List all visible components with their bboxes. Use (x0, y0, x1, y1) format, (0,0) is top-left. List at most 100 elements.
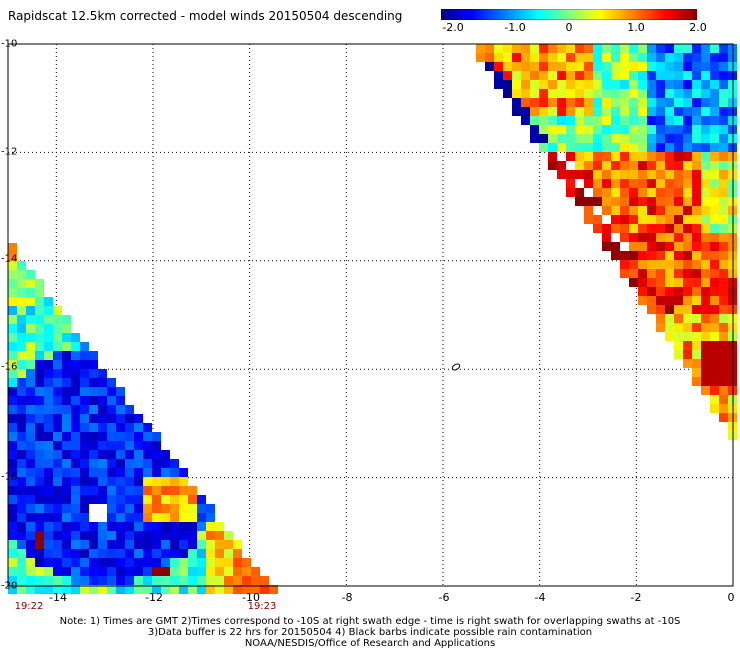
wind-cell (719, 134, 728, 143)
wind-cell (26, 477, 35, 486)
wind-cell (710, 134, 719, 143)
wind-cell (557, 71, 566, 80)
wind-cell (179, 477, 188, 486)
wind-cell (593, 134, 602, 143)
wind-cell (233, 585, 242, 594)
wind-cell (8, 522, 17, 531)
wind-cell (548, 53, 557, 62)
wind-cell (107, 441, 116, 450)
wind-cell (476, 53, 485, 62)
wind-cell (683, 188, 692, 197)
y-tick-label: -14 (1, 253, 18, 265)
wind-cell (575, 143, 584, 152)
wind-cell (161, 558, 170, 567)
wind-cell (161, 477, 170, 486)
wind-cell (71, 342, 80, 351)
wind-cell (584, 170, 593, 179)
wind-cell (89, 477, 98, 486)
wind-cell (611, 44, 620, 53)
wind-cell (98, 522, 107, 531)
wind-cell (188, 585, 197, 594)
wind-cell (620, 62, 629, 71)
wind-cell (557, 116, 566, 125)
wind-cell (161, 567, 170, 576)
wind-cell (107, 504, 116, 513)
wind-cell (692, 233, 701, 242)
wind-cell (17, 432, 26, 441)
wind-cell (224, 531, 233, 540)
wind-cell (170, 567, 179, 576)
wind-cell (53, 396, 62, 405)
wind-cell (89, 360, 98, 369)
wind-cell (710, 161, 719, 170)
wind-cell (701, 62, 710, 71)
wind-cell (674, 161, 683, 170)
wind-cell (665, 188, 674, 197)
wind-cell (26, 432, 35, 441)
wind-cell (620, 44, 629, 53)
wind-cell (89, 405, 98, 414)
wind-cell (215, 576, 224, 585)
wind-cell (17, 441, 26, 450)
wind-cell (683, 62, 692, 71)
wind-cell (53, 468, 62, 477)
wind-cell (629, 125, 638, 134)
wind-cell (719, 368, 728, 377)
wind-cell (683, 350, 692, 359)
wind-cell (683, 107, 692, 116)
wind-cell (62, 522, 71, 531)
wind-cell (602, 116, 611, 125)
wind-cell (611, 242, 620, 251)
wind-cell (116, 414, 125, 423)
wind-cell (656, 80, 665, 89)
plot-frame (7, 43, 734, 587)
wind-cell (629, 134, 638, 143)
wind-cell (692, 134, 701, 143)
wind-cell (53, 558, 62, 567)
wind-cell (638, 71, 647, 80)
wind-cell (62, 333, 71, 342)
wind-cell (26, 459, 35, 468)
wind-cell (170, 531, 179, 540)
wind-cell (35, 333, 44, 342)
wind-cell (107, 531, 116, 540)
wind-cell (98, 585, 107, 594)
wind-cell (125, 423, 134, 432)
wind-cell (674, 197, 683, 206)
wind-cell (557, 161, 566, 170)
wind-cell (593, 89, 602, 98)
wind-cell (134, 549, 143, 558)
wind-cell (602, 233, 611, 242)
wind-cell (134, 531, 143, 540)
wind-cell (8, 342, 17, 351)
wind-cell (98, 405, 107, 414)
wind-cell (629, 71, 638, 80)
wind-cell (80, 369, 89, 378)
wind-cell (719, 332, 728, 341)
wind-cell (719, 188, 728, 197)
wind-cell (224, 567, 233, 576)
wind-cell (26, 423, 35, 432)
wind-cell (35, 342, 44, 351)
wind-cell (683, 314, 692, 323)
wind-cell (719, 161, 728, 170)
wind-cell (566, 80, 575, 89)
wind-cell (53, 378, 62, 387)
wind-cell (701, 332, 710, 341)
wind-cell (35, 522, 44, 531)
wind-cell (152, 504, 161, 513)
wind-cell (683, 179, 692, 188)
wind-cell (62, 351, 71, 360)
wind-cell (692, 125, 701, 134)
wind-cell (8, 270, 17, 279)
wind-cell (719, 242, 728, 251)
wind-cell (566, 89, 575, 98)
wind-cell (26, 324, 35, 333)
wind-cell (584, 80, 593, 89)
wind-cell (647, 287, 656, 296)
wind-cell (692, 224, 701, 233)
wind-cell (44, 486, 53, 495)
wind-cell (125, 567, 134, 576)
wind-cell (44, 531, 53, 540)
wind-cell (593, 161, 602, 170)
